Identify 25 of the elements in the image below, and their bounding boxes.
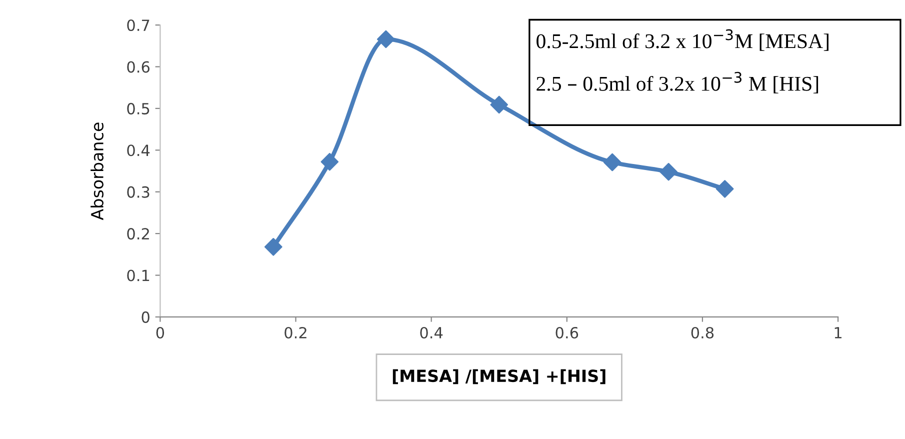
point <box>320 152 339 171</box>
y-tick-label: 0.6 <box>127 61 150 73</box>
y-axis-title: Absorbance <box>90 122 104 220</box>
point <box>603 153 622 172</box>
y-tick-label: 0.2 <box>127 228 149 240</box>
y-tick-label: 0.5 <box>127 102 150 114</box>
point <box>716 180 734 198</box>
x-tick-label: 1 <box>834 327 842 338</box>
point <box>376 30 395 48</box>
x-tick-label: 0 <box>156 326 164 339</box>
point <box>660 162 678 181</box>
y-tick-label: 0.4 <box>127 144 150 156</box>
x-axis-title: [MESA] /[MESA] +[HIS] <box>392 369 606 384</box>
x-tick-label: 0.4 <box>420 326 443 339</box>
y-tick-label: 0 <box>142 311 150 323</box>
y-tick-label: 0.1 <box>127 270 150 282</box>
x-tick-label: 0.6 <box>556 326 578 339</box>
y-tick-label: 0.7 <box>127 19 150 32</box>
annotation: 2.5 – 0.5ml of 3.2x 10$^{−3}$ M [HIS] <box>536 72 818 94</box>
annotation: 0.5-2.5ml of 3.2 x 10$^{−3}$M [MESA] <box>536 29 828 51</box>
point <box>264 238 282 256</box>
point <box>490 96 508 114</box>
x-tick-label: 0.8 <box>691 326 714 339</box>
x-tick-label: 0.2 <box>284 326 306 339</box>
y-tick-label: 0.3 <box>127 186 150 198</box>
